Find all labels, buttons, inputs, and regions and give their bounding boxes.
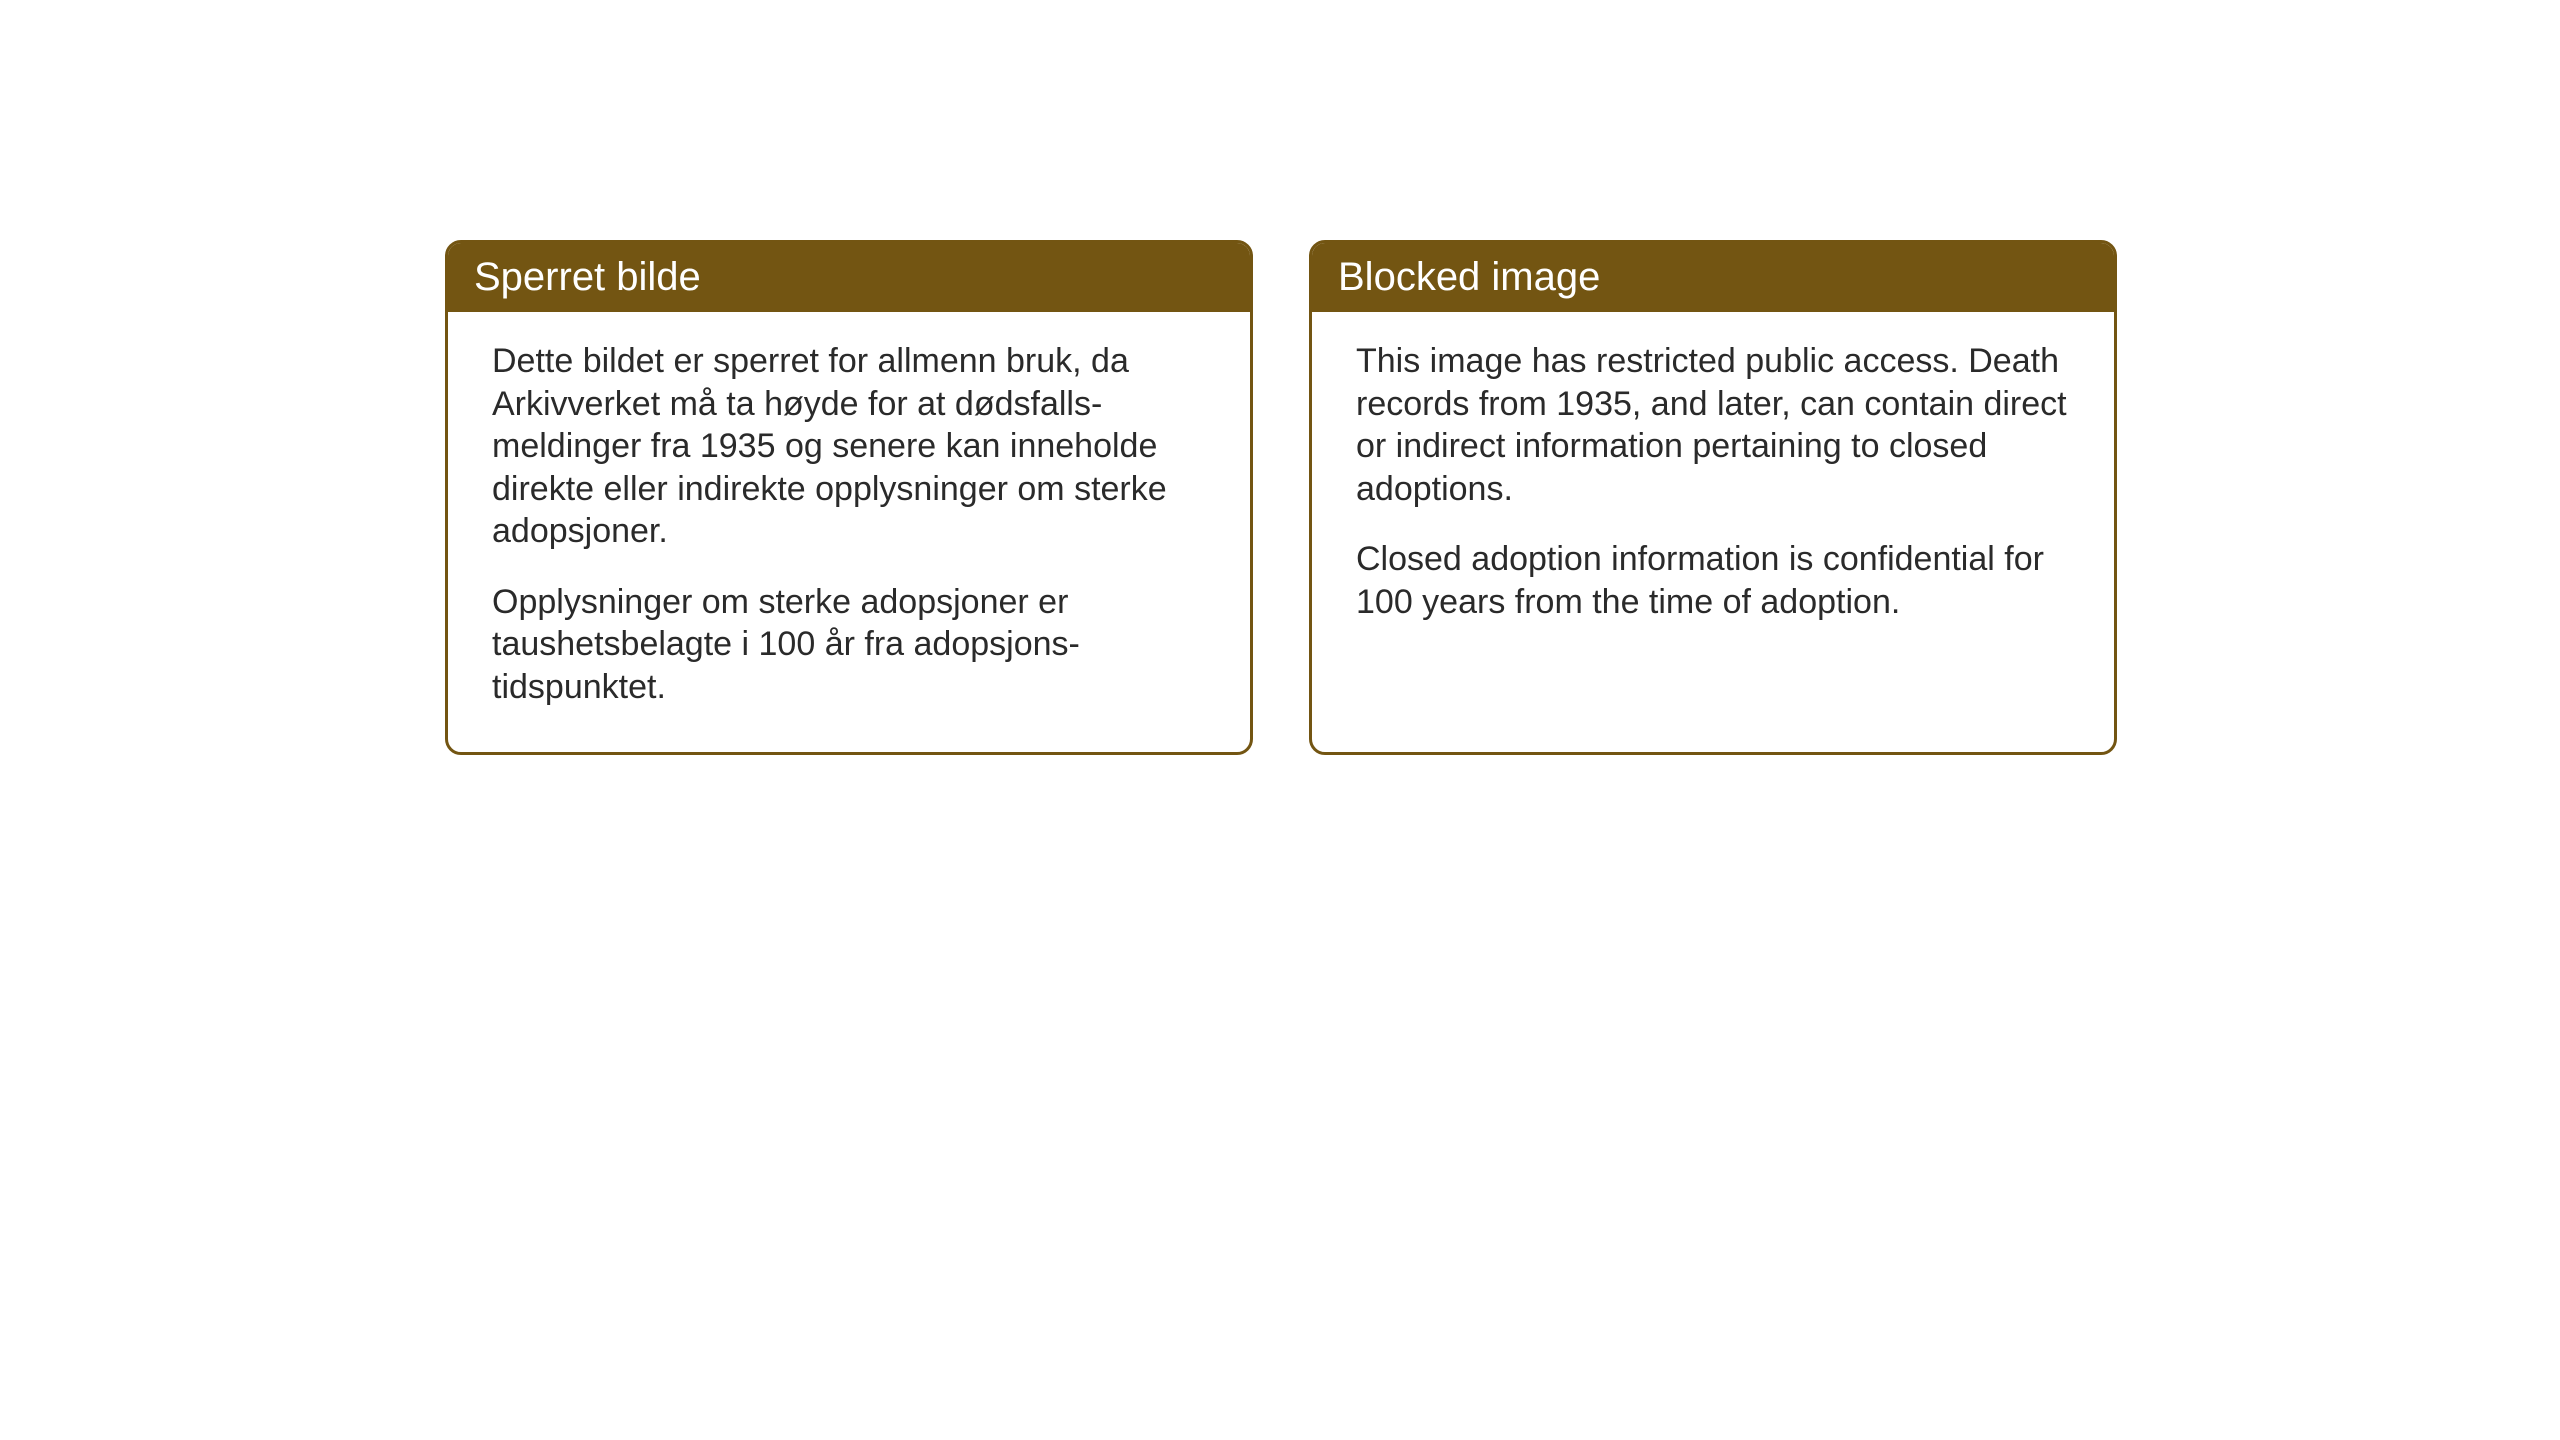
english-paragraph-2: Closed adoption information is confident… <box>1356 538 2070 623</box>
norwegian-paragraph-1: Dette bildet er sperret for allmenn bruk… <box>492 340 1206 553</box>
norwegian-card-header: Sperret bilde <box>448 243 1250 312</box>
english-card-header: Blocked image <box>1312 243 2114 312</box>
english-paragraph-1: This image has restricted public access.… <box>1356 340 2070 510</box>
english-card: Blocked image This image has restricted … <box>1309 240 2117 755</box>
cards-container: Sperret bilde Dette bildet er sperret fo… <box>445 240 2117 755</box>
norwegian-paragraph-2: Opplysninger om sterke adopsjoner er tau… <box>492 581 1206 709</box>
norwegian-card: Sperret bilde Dette bildet er sperret fo… <box>445 240 1253 755</box>
english-card-body: This image has restricted public access.… <box>1312 312 2114 667</box>
norwegian-card-body: Dette bildet er sperret for allmenn bruk… <box>448 312 1250 752</box>
